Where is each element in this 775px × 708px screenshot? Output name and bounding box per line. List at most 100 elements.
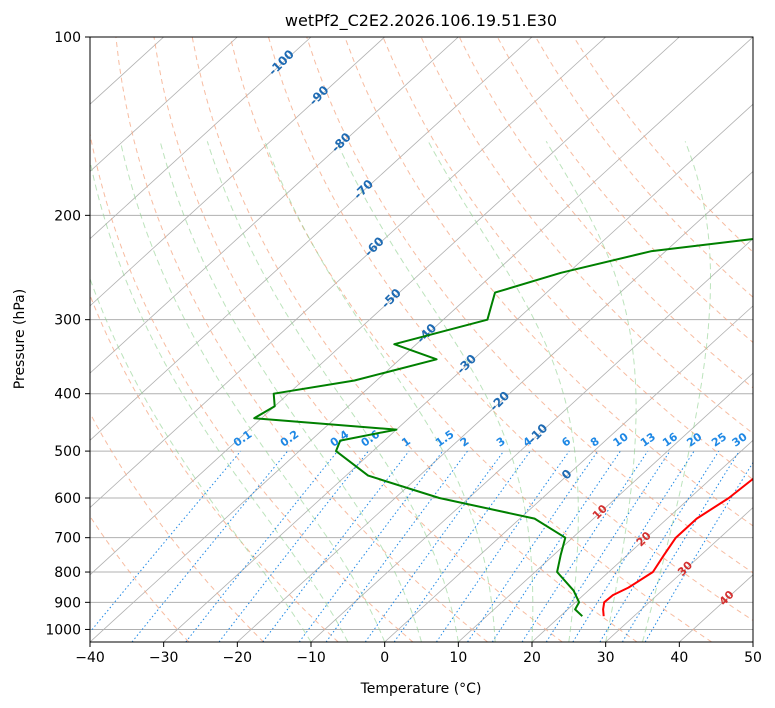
y-tick-label: 1000 (45, 622, 81, 638)
isotherm-label: -70 (351, 177, 376, 202)
moist-adiabat (545, 141, 637, 642)
temperature-line (602, 477, 753, 617)
x-tick-label: −40 (75, 650, 105, 666)
x-tick-label: −10 (296, 650, 326, 666)
isotherm-line (90, 37, 312, 240)
mixing-ratio-line (644, 461, 753, 642)
mixing-ratio-line (621, 450, 740, 642)
mixing-ratio-label: 36 (750, 430, 770, 450)
dry-adiabat (496, 37, 753, 344)
mixing-ratio-line (262, 450, 410, 642)
y-tick-label: 200 (54, 208, 81, 224)
y-tick-label: 300 (54, 313, 81, 329)
isotherm-label: -20 (487, 389, 512, 414)
y-tick-label: 900 (54, 595, 81, 611)
moist-adiabat (427, 141, 579, 642)
dry-adiabat (191, 37, 638, 642)
dry-adiabat (90, 131, 414, 642)
x-tick-label: −20 (223, 650, 253, 666)
y-tick-label: 700 (54, 531, 81, 547)
moist-adiabat (90, 158, 349, 642)
isotherm-label: -50 (379, 286, 404, 311)
dry-adiabat (229, 37, 712, 642)
sounding-series (253, 238, 753, 617)
isotherm-label: 0 (559, 467, 575, 483)
isotherm-line (458, 372, 753, 642)
y-tick-label: 500 (54, 444, 81, 460)
isotherm-label: -100 (266, 47, 297, 78)
moist-adiabat (642, 141, 711, 642)
moist-adiabat (264, 141, 496, 642)
mixing-ratio-label: 3 (494, 435, 508, 450)
x-tick-label: 40 (670, 650, 688, 666)
mixing-ratio-label: 0.6 (359, 428, 383, 450)
x-tick-label: 10 (449, 650, 467, 666)
dry-adiabat (344, 37, 753, 527)
mixing-ratio-label: 16 (660, 430, 680, 450)
dry-adiabat (153, 37, 563, 642)
x-tick-label: −30 (149, 650, 179, 666)
mixing-ratio-line (185, 450, 338, 642)
mixing-ratio-line (599, 450, 720, 642)
isotherm-line (310, 238, 753, 642)
dry-adiabat (306, 37, 753, 574)
mixing-ratio-line (325, 450, 468, 642)
isotherm-line (531, 439, 753, 642)
isotherm-line (163, 103, 753, 642)
isotherm-line (90, 37, 753, 642)
mixing-ratio-label: 0.1 (231, 428, 254, 450)
isotherm-line (90, 37, 533, 441)
mixing-ratio-line (364, 450, 505, 642)
mixing-ratio-line (572, 450, 695, 642)
isotherm-label: -60 (362, 234, 387, 259)
isotherm-line (384, 305, 753, 642)
mixing-ratio-line (545, 450, 671, 642)
mixing-ratio-label: 2 (458, 435, 472, 450)
mixing-ratio-line (298, 450, 444, 642)
mixing-ratio-label: 1 (399, 435, 413, 450)
moist-adiabat (336, 141, 534, 642)
chart-title: wetPf2_C2E2.2026.106.19.51.E30 (285, 11, 557, 31)
isotherm-line (90, 37, 606, 509)
dry-adiabat (573, 37, 753, 253)
isotherm-line (752, 641, 753, 642)
isotherm-line (90, 37, 238, 172)
dry-adiabat (90, 412, 264, 642)
mixing-ratio-label: 30 (730, 430, 750, 450)
mixing-ratio-line (521, 450, 649, 642)
y-axis-label: Pressure (hPa) (12, 289, 28, 389)
isotherm-line (237, 170, 753, 642)
y-tick-label: 600 (54, 491, 81, 507)
y-tick-label: 100 (54, 30, 81, 46)
mixing-ratio-line (90, 450, 242, 633)
x-tick-label: 20 (523, 650, 541, 666)
dry-adiabat (90, 293, 339, 642)
x-axis: −40 −30 −20 −10 0 10 20 30 40 50 (75, 642, 762, 666)
x-axis-label: Temperature (°C) (360, 681, 482, 697)
mixing-ratio-label: 1.5 (433, 428, 456, 450)
dewpoint-line (253, 238, 753, 617)
moist-adiabat (119, 141, 386, 642)
moist-adiabat (159, 141, 422, 642)
mixing-ratio-line (435, 450, 570, 642)
isotherm-label: -90 (306, 83, 331, 108)
background-lines (90, 37, 753, 642)
mixing-ratio-line (393, 450, 531, 642)
x-tick-label: 30 (597, 650, 615, 666)
moist-adiabat (206, 141, 459, 642)
dry-adiabat (90, 515, 190, 642)
mixing-ratio-label: 0.2 (278, 428, 301, 450)
x-tick-label: 50 (744, 650, 762, 666)
dry-adiabat (268, 37, 753, 622)
x-tick-label: 0 (380, 650, 389, 666)
moist-adiabat (90, 277, 312, 642)
mixing-ratio-line (218, 450, 369, 642)
mixing-ratio-line (467, 450, 599, 642)
y-tick-label: 800 (54, 565, 81, 581)
isotherm-label: -80 (329, 130, 354, 155)
isotherm-line (90, 37, 680, 576)
mixing-ratio-label: 13 (638, 430, 658, 449)
isotherm-line (605, 507, 753, 642)
y-axis: 100 200 300 400 500 600 700 800 900 1000 (45, 30, 90, 638)
